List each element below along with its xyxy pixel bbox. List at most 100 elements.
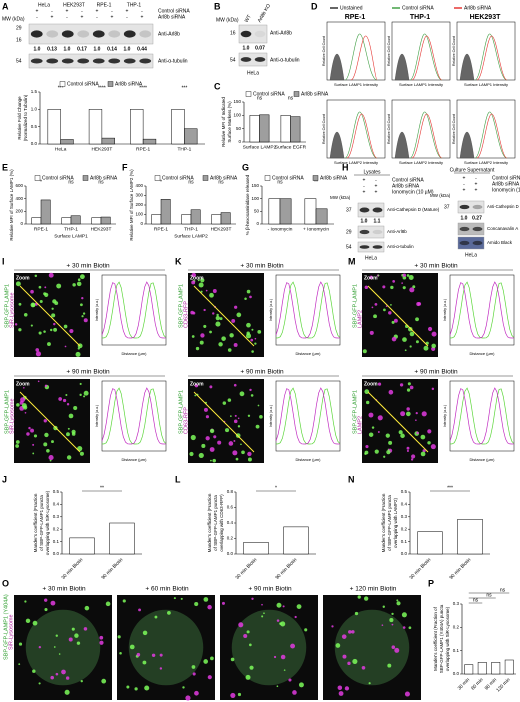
label: + 90 min Biotin: [248, 586, 292, 593]
label: Zoom: [364, 381, 378, 387]
y-axis-label: of SBP-GFP-LAMP1 puncta: [39, 495, 44, 551]
puncta: [416, 431, 419, 435]
puncta: [173, 597, 176, 600]
bar: [160, 199, 171, 225]
puncta: [386, 450, 391, 455]
histogram-unstained: [329, 54, 345, 81]
puncta: [230, 415, 232, 417]
puncta: [84, 605, 90, 611]
puncta: [407, 382, 411, 386]
puncta: [431, 331, 437, 337]
puncta: [105, 601, 111, 607]
puncta: [217, 440, 222, 445]
label: Intensity (a.u.): [443, 405, 447, 427]
label: +: [126, 8, 129, 14]
puncta: [28, 426, 31, 430]
puncta: [101, 678, 107, 684]
puncta: [364, 285, 369, 290]
legend-label: Control siRNA: [42, 175, 74, 181]
band: [472, 226, 483, 232]
label: HeLa: [365, 255, 377, 261]
puncta: [283, 669, 286, 671]
puncta: [32, 443, 35, 446]
y-tick-label: 0.0: [227, 551, 234, 556]
bar: [220, 212, 231, 225]
significance: ns: [473, 597, 479, 603]
puncta: [396, 601, 401, 606]
label: Control siRNA: [492, 175, 520, 181]
label: -: [111, 8, 113, 14]
significance: ****: [139, 85, 147, 91]
label: 16: [16, 37, 22, 43]
puncta: [347, 661, 351, 666]
histogram-control: [474, 111, 508, 159]
significance: *: [160, 179, 162, 185]
puncta: [159, 667, 163, 670]
panel-letter: B: [214, 1, 221, 11]
bar: [290, 116, 301, 143]
band: [139, 58, 152, 64]
puncta: [142, 630, 148, 636]
label: -: [81, 8, 83, 14]
profile-green: [275, 281, 341, 339]
significance: ****: [98, 85, 106, 91]
puncta: [53, 646, 56, 648]
y-tick-label: 0.3: [401, 514, 408, 519]
puncta: [215, 315, 220, 321]
puncta: [399, 383, 404, 387]
puncta: [38, 645, 42, 649]
label: Anti-α-tubulin: [387, 244, 414, 249]
puncta: [377, 431, 380, 433]
label: +: [36, 8, 39, 14]
label: Ionomycin (10 µM): [492, 187, 520, 193]
profile-green: [449, 281, 515, 339]
puncta: [43, 419, 47, 423]
label: THP-1: [410, 14, 430, 21]
y-tick-label: 0.2: [227, 536, 234, 541]
puncta: [221, 601, 225, 605]
significance: ns: [288, 95, 294, 101]
label: Distance (µm): [296, 351, 322, 356]
puncta: [200, 333, 205, 338]
puncta: [58, 653, 61, 655]
puncta: [251, 328, 254, 331]
profile-magenta: [449, 281, 515, 339]
puncta: [400, 411, 406, 417]
puncta: [215, 321, 221, 327]
puncta: [246, 630, 250, 634]
puncta: [24, 600, 27, 603]
puncta: [227, 398, 232, 402]
puncta: [64, 689, 70, 695]
y-tick-label: 0: [256, 221, 259, 226]
y-tick-label: 400: [135, 183, 143, 188]
puncta: [401, 612, 407, 618]
y-axis-label: (Normalized to Tubulin): [23, 94, 28, 141]
panel-letter: O: [2, 578, 9, 588]
label: +: [363, 189, 366, 195]
puncta: [390, 304, 392, 306]
significance: ns: [218, 179, 224, 185]
puncta: [53, 327, 58, 332]
significance: ***: [447, 485, 453, 491]
label: Unstained: [340, 5, 363, 11]
puncta: [250, 394, 254, 397]
label: Lysates: [363, 169, 381, 175]
y-tick-label: 0: [238, 139, 241, 144]
puncta: [207, 604, 212, 610]
puncta: [396, 599, 399, 602]
puncta: [251, 350, 254, 353]
puncta: [427, 441, 431, 445]
puncta: [194, 690, 199, 696]
puncta: [51, 313, 56, 318]
puncta: [81, 296, 84, 300]
puncta: [63, 324, 68, 329]
y-tick-label: 50: [254, 209, 260, 214]
y-tick-label: 400: [15, 196, 23, 201]
puncta: [263, 612, 265, 615]
label: +: [66, 8, 69, 14]
puncta: [280, 654, 286, 660]
label: +: [81, 14, 84, 20]
y-axis-label: overlapping with SiR-Lysosome): [45, 490, 50, 555]
y-axis-label: SBP-GFP-LAMP1 (Y404A) puncta: [439, 604, 444, 673]
histogram-sirna: [350, 35, 378, 81]
